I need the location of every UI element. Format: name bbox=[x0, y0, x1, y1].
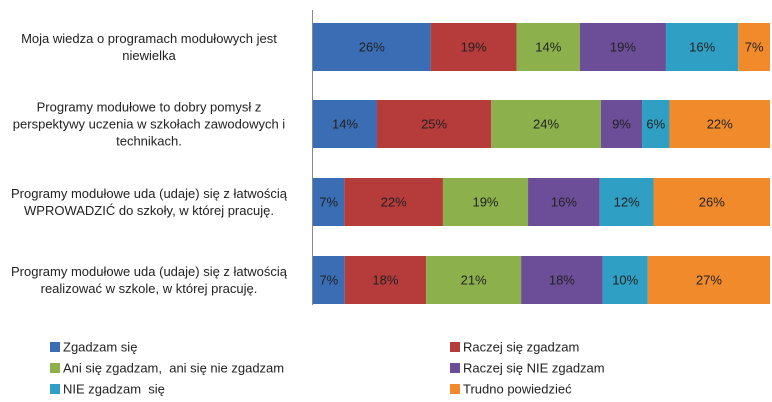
data-label: 25% bbox=[421, 116, 447, 131]
bar-segment bbox=[579, 23, 666, 71]
bar-segment bbox=[491, 100, 601, 148]
bar-segment bbox=[344, 178, 443, 226]
legend-swatch bbox=[50, 363, 60, 373]
data-label: 26% bbox=[699, 194, 725, 209]
legend-swatch bbox=[450, 363, 460, 373]
data-label: 21% bbox=[461, 272, 487, 287]
legend-label: Trudno powiedzieć bbox=[463, 381, 572, 396]
data-label: 18% bbox=[372, 272, 398, 287]
bar-segment bbox=[313, 178, 345, 226]
bar-segment bbox=[738, 23, 770, 71]
bar-segment bbox=[665, 23, 739, 71]
bar-segment bbox=[600, 100, 643, 148]
legend-label: Raczej się zgadzam bbox=[463, 339, 579, 354]
bar-segment bbox=[376, 100, 492, 148]
bar-segment bbox=[521, 256, 603, 304]
bar-segment bbox=[430, 23, 517, 71]
data-label: 22% bbox=[707, 116, 733, 131]
bar-segment bbox=[516, 23, 580, 71]
bar-segment bbox=[528, 178, 600, 226]
bar-segment bbox=[653, 178, 770, 226]
data-label: 18% bbox=[549, 272, 575, 287]
legend-swatch bbox=[50, 342, 60, 352]
data-label: 7% bbox=[745, 39, 764, 54]
bar-segment bbox=[442, 178, 529, 226]
legend-label: NIE zgadzam się bbox=[63, 381, 165, 396]
category-label: Programy modułowe uda (udaje) się z łatw… bbox=[10, 186, 287, 218]
legend-swatch bbox=[450, 342, 460, 352]
data-label: 6% bbox=[646, 116, 665, 131]
data-label: 14% bbox=[535, 39, 561, 54]
data-label: 24% bbox=[533, 116, 559, 131]
legend-label: Zgadzam się bbox=[63, 339, 137, 354]
data-label: 12% bbox=[614, 194, 640, 209]
data-label: 9% bbox=[612, 116, 631, 131]
data-label: 22% bbox=[381, 194, 407, 209]
bar-segment bbox=[647, 256, 770, 304]
category-label: Moja wiedza o programach modułowych jest… bbox=[21, 31, 277, 63]
data-label: 7% bbox=[319, 194, 338, 209]
bar-segment bbox=[344, 256, 427, 304]
data-label: 19% bbox=[610, 39, 636, 54]
data-label: 16% bbox=[551, 194, 577, 209]
data-label: 27% bbox=[696, 272, 722, 287]
legend-swatch bbox=[450, 384, 460, 394]
data-label: 10% bbox=[612, 272, 638, 287]
legend-label: Ani się zgadzam, ani się nie zgadzam bbox=[63, 360, 284, 375]
bar-segment bbox=[669, 100, 770, 148]
data-label: 7% bbox=[319, 272, 338, 287]
data-label: 19% bbox=[461, 39, 487, 54]
legend-label: Raczej się NIE zgadzam bbox=[463, 360, 605, 375]
data-label: 16% bbox=[689, 39, 715, 54]
bar-segment bbox=[642, 100, 670, 148]
bar-segment bbox=[426, 256, 522, 304]
legend-swatch bbox=[50, 384, 60, 394]
data-label: 14% bbox=[332, 116, 358, 131]
category-label: Programy modułowe uda (udaje) się z łatw… bbox=[10, 264, 287, 296]
bar-segment bbox=[313, 23, 431, 71]
data-label: 19% bbox=[472, 194, 498, 209]
data-label: 26% bbox=[359, 39, 385, 54]
category-label: Programy modułowe to dobry pomysł z pers… bbox=[12, 99, 286, 149]
bar-segment bbox=[313, 256, 345, 304]
bar-segment bbox=[599, 178, 654, 226]
bar-segment bbox=[313, 100, 377, 148]
bar-segment bbox=[602, 256, 648, 304]
